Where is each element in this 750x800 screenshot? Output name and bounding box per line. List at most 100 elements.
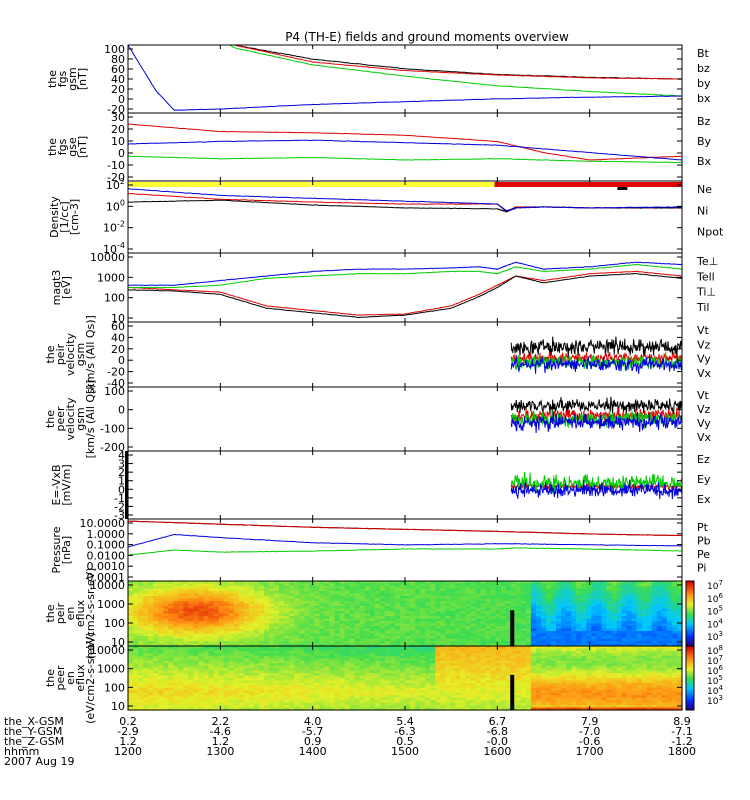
x-axis-value: 5.4 — [396, 715, 414, 728]
y-tick-label: 1 — [118, 475, 125, 488]
y-tick-label: 1000 — [97, 598, 125, 611]
panel-frame — [127, 321, 683, 388]
y-axis-label: eflux — [74, 664, 87, 692]
y-tick-label: 0.0100 — [87, 549, 126, 562]
x-axis-value: 1200 — [114, 745, 142, 758]
x-axis-row-label: the_Y-GSM — [4, 725, 62, 738]
legend-ey: Ey — [697, 473, 711, 486]
plot-area — [510, 336, 682, 374]
legend-npot: Npot — [697, 226, 724, 239]
y-tick-label: 80 — [111, 53, 125, 66]
panel-temperature: Te⊥ Tell Ti⊥ Til 10000 1000 100 10 magt3[eV] — [50, 251, 718, 325]
x-axis-row-label: hhmm — [4, 745, 39, 758]
y-tick-label: 0.0010 — [87, 560, 126, 573]
y-axis-label: [1/cc] — [58, 201, 71, 232]
y-tick-label: 1000 — [97, 271, 125, 284]
legend-vy: Vy — [697, 417, 711, 430]
x-axis-value: 1800 — [668, 745, 696, 758]
series-line-tell — [128, 273, 682, 319]
status-bar-yellow — [128, 182, 495, 187]
y-tick-label: 4 — [118, 449, 125, 462]
y-tick-label: 100 — [104, 681, 125, 694]
x-axis-value: 1.2 — [212, 735, 230, 748]
y-tick-label: -200 — [100, 441, 125, 454]
legend-tell: Tell — [696, 270, 715, 283]
legend-pt: Pt — [697, 521, 709, 534]
y-axis-label: [nPa] — [60, 536, 73, 564]
legend-by: By — [697, 135, 712, 148]
y-tick-label: -20 — [107, 366, 125, 379]
legend-vy: Vy — [697, 353, 711, 366]
x-axis-value: 0.9 — [304, 735, 322, 748]
plot-area — [128, 45, 682, 111]
series-line-bt — [233, 45, 682, 80]
x-axis-value: 1700 — [576, 745, 604, 758]
y-axis-label: [mV/m] — [60, 464, 73, 505]
y-axis-label: [nT] — [76, 136, 89, 158]
series-line-vx — [510, 410, 682, 434]
status-bar-mark — [617, 187, 628, 190]
y-axis-label: peer — [54, 665, 67, 691]
series-line-bx — [128, 45, 682, 111]
x-axis: the_X-GSM 0.2 2.2 4.0 5.4 6.7 7.9 8.9 the_Y-GSM -… — [4, 715, 696, 768]
colorbar-label: 106 — [707, 592, 723, 605]
y-tick-label: 100 — [104, 385, 125, 398]
y-tick-label: 0 — [118, 93, 125, 106]
y-tick-label: -1 — [114, 492, 125, 505]
y-tick-label: 10 — [111, 636, 125, 649]
y-axis-label: en — [64, 607, 77, 621]
series-line-pi — [128, 534, 682, 548]
y-axis-label: gsm — [66, 67, 79, 90]
x-axis-value: 1.2 — [119, 735, 137, 748]
y-axis-label: [eV] — [60, 276, 73, 299]
legend-vx: Vx — [697, 367, 712, 380]
y-tick-label: 60 — [111, 320, 125, 333]
y-axis-label: (eV/cm2-s-sr-eV) — [84, 568, 97, 660]
x-axis-value: 8.9 — [673, 715, 691, 728]
x-axis-value: 0.2 — [119, 715, 137, 728]
panel-density: NeNiNpot10210010-210-4Density[1/cc][cm-3… — [48, 177, 724, 256]
y-axis-label: E=-VxB — [50, 464, 63, 505]
y-axis-label: the — [44, 604, 57, 622]
legend-ez: Ez — [697, 453, 710, 466]
y-axis-label: [km/s (All Qs)] — [84, 380, 97, 459]
figure-title: P4 (TH-E) fields and ground moments over… — [285, 30, 569, 44]
y-tick-label: 0.0001 — [87, 571, 126, 584]
y-tick-label: 20 — [111, 343, 125, 356]
series-line-vt — [510, 396, 682, 416]
x-axis-value: -2.9 — [117, 725, 138, 738]
y-tick-label: 100 — [104, 617, 125, 630]
x-axis-value: 1500 — [391, 745, 419, 758]
x-axis-value: -7.0 — [579, 725, 600, 738]
y-axis-label: eflux — [74, 599, 87, 627]
colorbar-label: 103 — [707, 630, 723, 643]
y-tick-label: -100 — [100, 422, 125, 435]
y-tick-label: -2 — [114, 500, 125, 513]
y-axis-label: [cm-3] — [68, 199, 81, 235]
x-axis-value: -4.6 — [210, 725, 231, 738]
y-tick-label: 10000 — [90, 644, 125, 657]
plot-area — [128, 520, 682, 556]
y-axis-label: gse — [66, 137, 79, 157]
series-line-by — [229, 45, 682, 97]
x-axis-value: -6.8 — [487, 725, 508, 738]
legend-pb: Pb — [697, 535, 711, 548]
series-line-bz — [233, 45, 682, 80]
y-axis-label: the — [44, 410, 57, 428]
series-line-ne — [128, 192, 682, 213]
x-axis-value: -5.7 — [302, 725, 323, 738]
x-axis-value: 0.5 — [396, 735, 414, 748]
colorbar-label: 104 — [707, 617, 723, 630]
y-axis-label: magt3 — [50, 270, 63, 306]
x-axis-value: 2.2 — [212, 715, 230, 728]
panel-frame — [127, 518, 683, 582]
y-tick-label: 2 — [118, 466, 125, 479]
panel-frame — [127, 44, 683, 114]
